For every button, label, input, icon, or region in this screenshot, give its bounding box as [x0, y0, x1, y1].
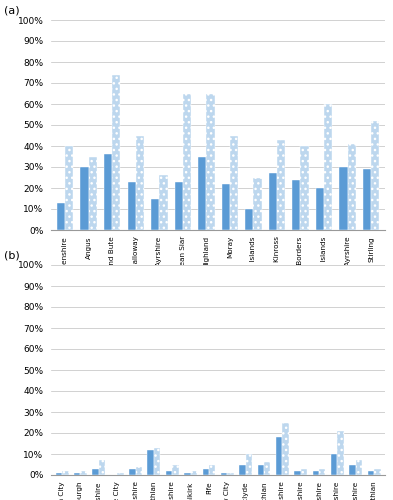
Bar: [183, 94, 191, 230]
Bar: [245, 209, 253, 230]
Bar: [151, 198, 159, 230]
Bar: [253, 178, 262, 230]
Bar: [202, 468, 209, 475]
Bar: [99, 460, 105, 475]
Bar: [128, 182, 136, 230]
Bar: [174, 182, 183, 230]
Bar: [209, 464, 215, 475]
Bar: [56, 473, 62, 475]
Bar: [374, 468, 380, 475]
Bar: [81, 167, 89, 230]
Bar: [338, 431, 344, 475]
Bar: [129, 468, 136, 475]
Bar: [117, 473, 123, 475]
Bar: [112, 74, 121, 230]
Bar: [191, 471, 197, 475]
Bar: [166, 471, 172, 475]
Bar: [316, 188, 324, 230]
Bar: [246, 454, 252, 475]
Bar: [264, 462, 270, 475]
X-axis label: Rural: Rural: [205, 326, 231, 336]
Bar: [172, 464, 179, 475]
Bar: [104, 154, 112, 230]
Bar: [277, 140, 285, 230]
Bar: [324, 104, 332, 230]
Bar: [349, 464, 356, 475]
Bar: [331, 454, 338, 475]
Bar: [184, 473, 191, 475]
Bar: [136, 136, 144, 230]
Bar: [356, 460, 362, 475]
Bar: [368, 471, 374, 475]
Bar: [347, 144, 356, 230]
Bar: [239, 464, 246, 475]
Bar: [339, 167, 347, 230]
Bar: [198, 156, 206, 230]
Bar: [159, 176, 167, 230]
Bar: [154, 448, 160, 475]
Bar: [257, 464, 264, 475]
Bar: [89, 156, 97, 230]
Bar: [221, 473, 227, 475]
Bar: [62, 471, 68, 475]
Bar: [301, 146, 309, 230]
Bar: [147, 450, 154, 475]
Bar: [81, 471, 87, 475]
Bar: [74, 473, 81, 475]
Bar: [292, 180, 301, 230]
Bar: [206, 94, 215, 230]
Bar: [222, 184, 230, 230]
Text: (a): (a): [4, 6, 20, 16]
Bar: [136, 466, 142, 475]
Bar: [230, 136, 238, 230]
Bar: [57, 202, 65, 230]
Bar: [65, 146, 73, 230]
Text: (b): (b): [4, 251, 20, 261]
Bar: [269, 174, 277, 230]
Bar: [276, 437, 282, 475]
Bar: [282, 422, 289, 475]
Bar: [313, 471, 319, 475]
Bar: [363, 169, 371, 230]
Bar: [227, 473, 234, 475]
Bar: [301, 468, 307, 475]
Bar: [319, 468, 325, 475]
Bar: [371, 121, 379, 230]
Legend: 2G Geographic: No reliable signal, 3G Geographic: No reliable signal: 2G Geographic: No reliable signal, 3G Ge…: [72, 343, 364, 352]
Bar: [92, 468, 99, 475]
Bar: [294, 471, 301, 475]
